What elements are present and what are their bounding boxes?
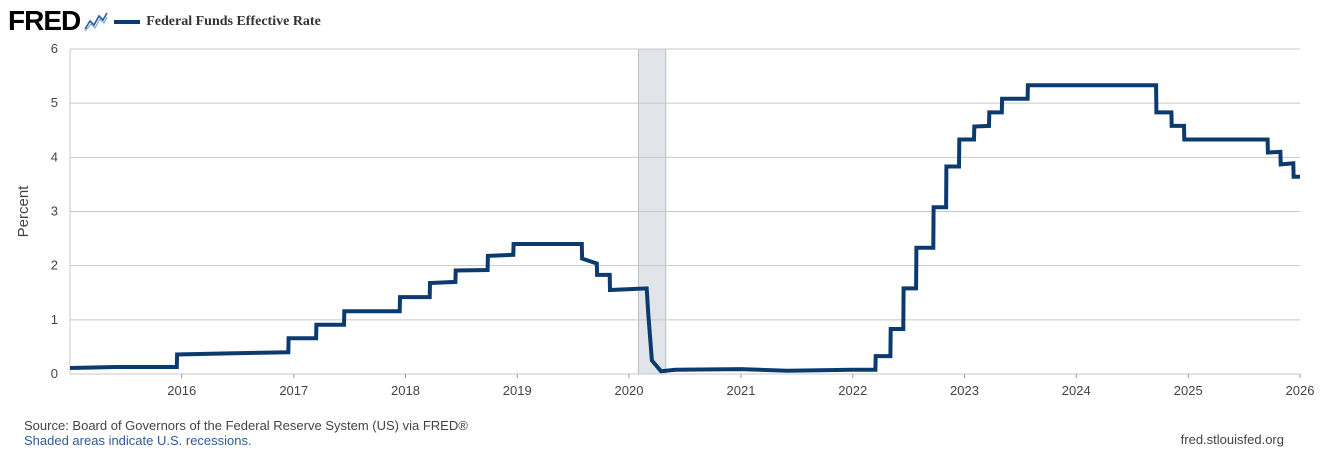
chart-footer: Source: Board of Governors of the Federa… — [24, 418, 468, 448]
legend-swatch — [114, 20, 141, 24]
fred-logo[interactable]: FRED — [8, 5, 81, 36]
recession-note: Shaded areas indicate U.S. recessions. — [24, 433, 252, 448]
y-tick-label: 1 — [51, 312, 58, 327]
x-tick-label: 2020 — [615, 383, 644, 398]
x-tick-label: 2019 — [503, 383, 532, 398]
site-url[interactable]: fred.stlouisfed.org — [1180, 432, 1284, 447]
x-tick-label: 2021 — [727, 383, 756, 398]
x-tick-label: 2025 — [1174, 383, 1203, 398]
chart-header: FRED Federal Funds Effective Rate — [8, 4, 321, 38]
y-tick-label: 4 — [51, 149, 58, 164]
legend-label: Federal Funds Effective Rate — [146, 14, 321, 29]
y-tick-label: 6 — [51, 41, 58, 56]
x-tick-label: 2022 — [838, 383, 867, 398]
source-note: Source: Board of Governors of the Federa… — [24, 418, 468, 433]
y-axis-title: Percent — [15, 185, 32, 238]
x-tick-label: 2023 — [950, 383, 979, 398]
x-tick-label: 2017 — [279, 383, 308, 398]
y-tick-label: 0 — [51, 366, 58, 381]
y-tick-label: 5 — [51, 95, 58, 110]
y-tick-label: 3 — [51, 204, 58, 219]
y-tick-label: 2 — [51, 258, 58, 273]
series-line — [69, 83, 1300, 374]
x-tick-label: 2024 — [1062, 383, 1091, 398]
x-tick-label: 2016 — [167, 383, 196, 398]
x-tick-label: 2018 — [391, 383, 420, 398]
line-chart-icon — [84, 12, 108, 32]
legend: Federal Funds Effective Rate — [114, 14, 321, 30]
x-tick-label: 2026 — [1286, 383, 1315, 398]
